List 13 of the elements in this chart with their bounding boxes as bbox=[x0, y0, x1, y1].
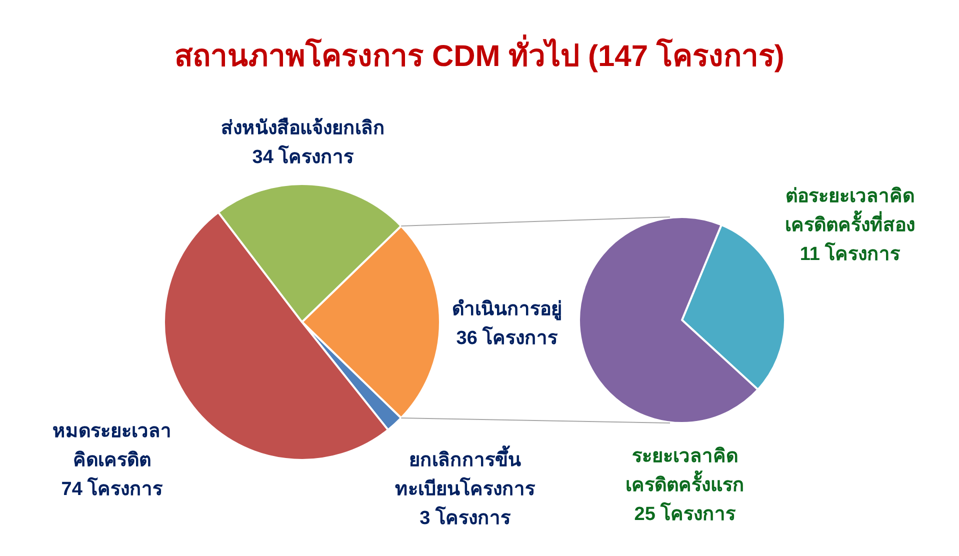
data-label: 36 โครงการ bbox=[455, 325, 559, 351]
slice-label: ส่งหนังสือแจ้งยกเลิก bbox=[220, 116, 386, 141]
slice-label: หมดระยะเวลาคิดเครดิต bbox=[52, 420, 172, 472]
slice-label: ดำเนินการอยู่ bbox=[451, 298, 563, 322]
slice-label: ยกเลิกการขึ้นทะเบียนโครงการ bbox=[394, 446, 536, 502]
data-label: 34 โครงการ bbox=[251, 144, 355, 170]
data-label: 3 โครงการ bbox=[418, 505, 512, 530]
slice-label: ต่อระยะเวลาคิดเครดิตครั้งที่สอง bbox=[784, 184, 916, 238]
data-label: 25 โครงการ bbox=[633, 501, 737, 526]
data-label: 74 โครงการ bbox=[60, 476, 164, 502]
chart-title: สถานภาพโครงการ CDM ทั่วไป (147 โครงการ) bbox=[174, 34, 786, 75]
slice-label: ระยะเวลาคิดเครดิตครั้งแรก bbox=[624, 444, 746, 498]
data-label: 11 โครงการ bbox=[798, 241, 902, 266]
